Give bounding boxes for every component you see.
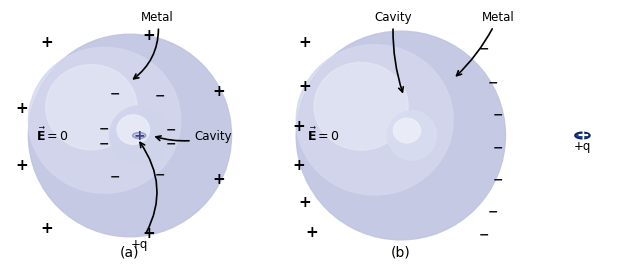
Text: (b): (b) [391,246,411,260]
Ellipse shape [394,118,421,143]
Text: Metal: Metal [457,11,515,76]
Ellipse shape [28,47,181,193]
Text: −: − [166,123,176,136]
Text: +q: +q [574,140,591,153]
Ellipse shape [46,64,137,150]
Text: −: − [166,138,176,151]
Text: −: − [488,206,499,219]
Text: +: + [41,221,53,236]
Text: −: − [479,43,489,56]
Text: +: + [213,83,226,99]
Ellipse shape [110,106,169,165]
Text: +: + [305,225,318,240]
Text: +: + [213,172,226,188]
Text: Cavity: Cavity [156,130,232,143]
Text: +: + [16,158,28,173]
Text: −: − [98,122,109,135]
Text: +: + [41,35,53,50]
Text: Cavity: Cavity [375,11,412,92]
Text: −: − [493,109,503,122]
Text: −: − [98,138,109,151]
Text: +: + [292,119,305,134]
Ellipse shape [314,62,408,150]
Text: +: + [292,158,305,173]
Circle shape [133,133,146,138]
Text: $\vec{\mathbf{E}}=0$: $\vec{\mathbf{E}}=0$ [307,127,341,144]
Text: +: + [142,28,155,43]
Circle shape [575,132,590,139]
Text: +: + [576,128,589,143]
Text: +: + [142,226,155,241]
Text: −: − [479,229,489,242]
Text: −: − [109,171,120,184]
Text: −: − [154,89,165,102]
Text: −: − [488,76,499,89]
Ellipse shape [387,111,437,160]
Text: Metal: Metal [134,11,174,79]
Ellipse shape [296,31,505,240]
Text: +: + [16,101,28,116]
Text: +q: +q [131,143,157,251]
Text: −: − [493,141,503,154]
Text: −: − [154,169,165,182]
Text: +: + [299,35,311,50]
Text: −: − [493,173,503,186]
Text: +: + [133,128,145,143]
Text: (a): (a) [120,246,139,260]
Text: $\vec{\mathbf{E}}=0$: $\vec{\mathbf{E}}=0$ [36,127,69,144]
Text: +: + [299,79,311,95]
Text: +: + [299,195,311,210]
Ellipse shape [28,34,231,237]
Text: −: − [109,87,120,100]
Ellipse shape [296,45,453,195]
Ellipse shape [117,115,149,144]
